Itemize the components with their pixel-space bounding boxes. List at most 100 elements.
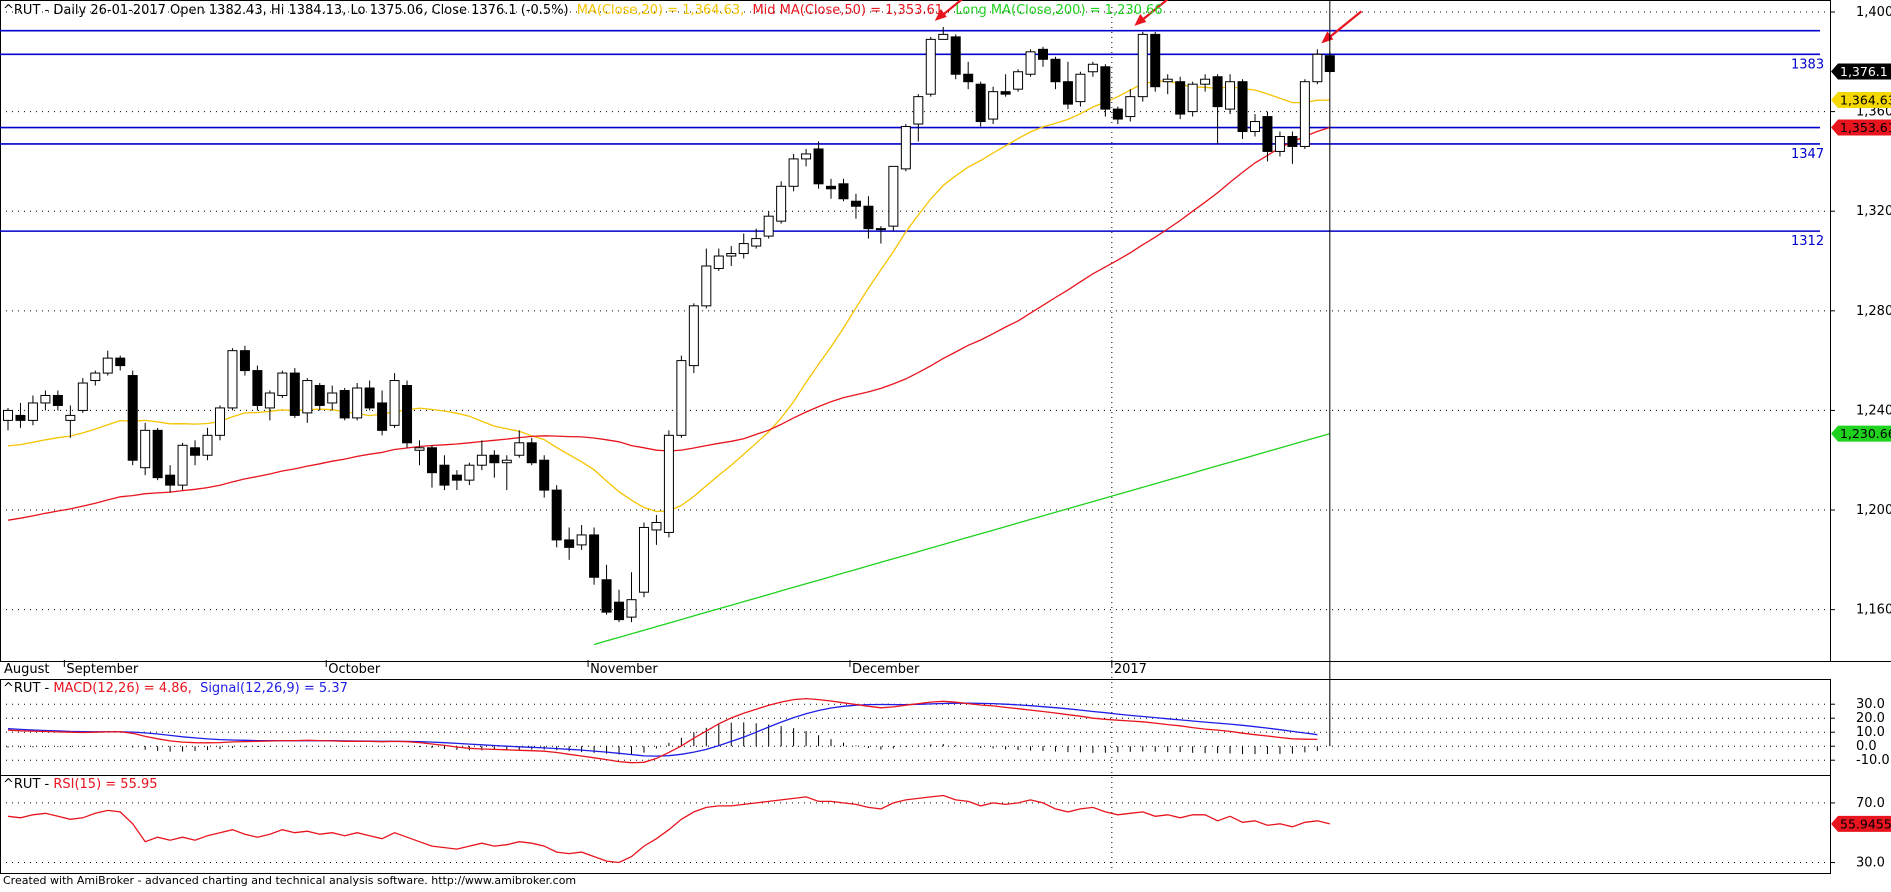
candlestick bbox=[1250, 114, 1260, 137]
macd-histogram bbox=[7, 0, 1331, 755]
candle-body-up bbox=[1162, 78, 1173, 83]
panel-frames bbox=[0, 0, 1891, 874]
month-label: November bbox=[590, 662, 658, 677]
price-tick-label: 1,400.0 bbox=[1856, 5, 1891, 20]
candle-body-down bbox=[489, 454, 500, 464]
candlestick bbox=[863, 196, 874, 239]
candle-body-up bbox=[726, 253, 737, 257]
candlestick bbox=[289, 368, 300, 418]
candle-body-up bbox=[888, 165, 899, 227]
candle-body-down bbox=[1287, 135, 1298, 147]
candle-body-up bbox=[90, 372, 101, 382]
candle-body-up bbox=[40, 394, 51, 404]
candlestick bbox=[913, 94, 924, 142]
candlestick bbox=[1013, 69, 1024, 92]
candlestick bbox=[264, 390, 275, 421]
macd-lines bbox=[7, 697, 1318, 764]
candlestick bbox=[601, 564, 612, 615]
red-arrow bbox=[934, 0, 963, 21]
value-tag-box bbox=[1831, 63, 1891, 80]
macd-tick-label: -10.0 bbox=[1856, 753, 1890, 768]
candle-body-up bbox=[1250, 121, 1260, 133]
candlestick bbox=[626, 572, 637, 623]
candle-body-down bbox=[127, 375, 138, 461]
candlestick bbox=[152, 427, 163, 481]
price-tick-label: 1,360.0 bbox=[1856, 105, 1891, 120]
candlestick bbox=[1274, 131, 1285, 157]
candle-body-up bbox=[626, 599, 637, 618]
candlestick bbox=[925, 36, 936, 97]
candlestick bbox=[214, 405, 225, 441]
candle-body-down bbox=[426, 447, 437, 474]
candle-body-down bbox=[239, 350, 250, 372]
candle-body-up bbox=[476, 454, 487, 466]
candlestick bbox=[177, 442, 188, 491]
candle-body-up bbox=[302, 380, 313, 414]
month-label: September bbox=[66, 662, 139, 677]
candlestick bbox=[439, 455, 450, 491]
candlestick bbox=[140, 422, 151, 476]
price-tick-label: 1,240.0 bbox=[1856, 403, 1891, 418]
red-arrow bbox=[1134, 0, 1169, 26]
candle-body-down bbox=[813, 148, 824, 185]
candle-body-up bbox=[202, 434, 213, 456]
candlestick bbox=[302, 378, 313, 423]
candle-body-up bbox=[77, 382, 88, 411]
candle-body-down bbox=[1262, 116, 1273, 152]
candlestick bbox=[489, 450, 500, 478]
candle-body-up bbox=[501, 459, 512, 464]
candle-body-down bbox=[589, 534, 600, 578]
candle-body-up bbox=[140, 429, 151, 469]
month-axis: August September October November December 20… bbox=[4, 660, 1147, 677]
price-tick-label: 1,160.0 bbox=[1856, 603, 1891, 618]
candle-body-up bbox=[1274, 135, 1285, 152]
ma20-label: MA(Close,20) = 1,364.63, bbox=[577, 3, 745, 18]
candlestick bbox=[277, 370, 288, 398]
candle-body-up bbox=[277, 372, 288, 396]
candle-body-down bbox=[539, 459, 550, 491]
candle-body-up bbox=[651, 521, 662, 531]
support-line-label: 1312 bbox=[1791, 234, 1824, 249]
arrow-head bbox=[1134, 13, 1147, 26]
candle-body-down bbox=[52, 394, 63, 406]
candle-body-down bbox=[614, 601, 625, 621]
candle-body-up bbox=[1125, 96, 1136, 118]
candlestick bbox=[115, 355, 126, 371]
candlestick bbox=[1062, 61, 1073, 110]
candle-body-up bbox=[576, 534, 587, 546]
candle-body-up bbox=[1299, 81, 1310, 147]
support-line-label: 1383 bbox=[1791, 57, 1824, 72]
arrow-head bbox=[1321, 31, 1334, 44]
rsi-value-tag-box bbox=[1831, 815, 1891, 832]
macd-tick-label: 20.0 bbox=[1856, 711, 1885, 726]
candle-body-down bbox=[314, 385, 325, 406]
candle-body-up bbox=[738, 243, 749, 255]
candle-body-up bbox=[875, 228, 886, 231]
candlestick bbox=[1038, 46, 1049, 67]
red-arrow bbox=[1321, 10, 1363, 44]
value-tag: 1,230.66 bbox=[1831, 425, 1891, 442]
candle-body-down bbox=[1150, 33, 1161, 88]
candlestick bbox=[352, 383, 363, 421]
candlestick bbox=[1025, 49, 1036, 77]
candlestick bbox=[339, 388, 350, 421]
candle-body-down bbox=[1038, 48, 1049, 60]
ma200-line bbox=[593, 433, 1330, 646]
candle-body-up bbox=[514, 442, 525, 456]
candlestick bbox=[402, 380, 413, 448]
rsi-value-tag: 55.9455 bbox=[1831, 815, 1891, 832]
candle-body-up bbox=[663, 434, 674, 533]
rsi-tick-label: 30.0 bbox=[1856, 856, 1885, 871]
candle-body-down bbox=[115, 357, 126, 367]
price-tick-label: 1,320.0 bbox=[1856, 204, 1891, 219]
candle-body-up bbox=[1087, 63, 1098, 73]
candlesticks bbox=[3, 26, 1335, 623]
ma50-label: Mid MA(Close,50) = 1,353.61, bbox=[752, 3, 947, 18]
candle-body-down bbox=[551, 489, 562, 541]
candlestick bbox=[514, 430, 525, 458]
candle-body-up bbox=[913, 96, 924, 125]
candlestick bbox=[614, 589, 625, 623]
rsi-panel-frame bbox=[0, 775, 1831, 874]
candlestick bbox=[327, 385, 338, 411]
